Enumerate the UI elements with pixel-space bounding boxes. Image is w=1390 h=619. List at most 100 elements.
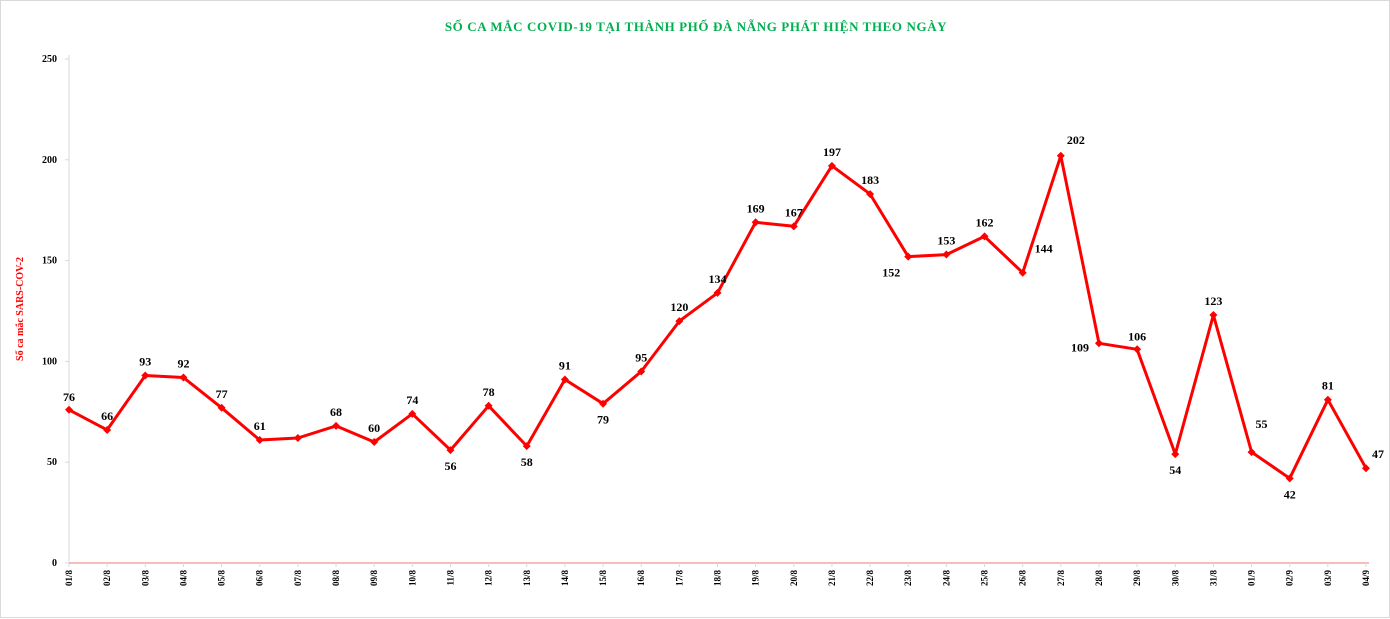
x-tick-label: 02/8	[102, 570, 112, 587]
data-label: 61	[254, 419, 266, 433]
data-label: 91	[559, 359, 571, 373]
y-tick-label: 250	[42, 54, 57, 65]
x-tick-label: 30/8	[1170, 570, 1180, 587]
x-tick-label: 05/8	[217, 570, 227, 587]
x-tick-label: 02/9	[1285, 570, 1295, 587]
data-label: 106	[1128, 329, 1146, 343]
data-label: 169	[747, 201, 765, 215]
x-tick-label: 26/8	[1018, 570, 1028, 587]
data-label: 167	[785, 205, 803, 219]
data-labels: 76 66 93 92 77 61 68 60 74 56 78 58 91 79 95 120 134 169 1…	[63, 133, 1384, 502]
x-tick-label: 22/8	[865, 570, 875, 587]
x-tick-label: 12/8	[484, 570, 494, 587]
x-tick-label: 25/8	[980, 570, 990, 587]
data-label: 123	[1204, 294, 1222, 308]
data-point	[675, 317, 684, 326]
y-tick-label: 150	[42, 256, 57, 267]
data-point	[980, 232, 989, 241]
data-point	[103, 425, 112, 434]
data-label: 42	[1284, 487, 1296, 501]
data-point	[827, 161, 836, 170]
data-point	[751, 218, 760, 227]
x-tick-label: 31/8	[1208, 570, 1218, 587]
data-point	[560, 375, 569, 384]
x-tick-label: 10/8	[407, 570, 417, 587]
x-tick-label: 04/9	[1361, 570, 1371, 587]
data-point	[1056, 151, 1065, 160]
data-point	[942, 250, 951, 259]
data-point	[1209, 311, 1218, 320]
x-tick-label: 06/8	[255, 570, 265, 587]
x-tick-label: 18/8	[713, 570, 723, 587]
chart-axes	[68, 55, 1369, 564]
x-tick-label: 01/8	[64, 570, 74, 587]
data-label: 60	[368, 421, 380, 435]
data-point	[866, 190, 875, 199]
data-label: 66	[101, 409, 113, 423]
x-tick-label: 03/9	[1323, 570, 1333, 587]
data-label: 78	[483, 385, 495, 399]
x-tick-label: 04/8	[178, 570, 188, 587]
data-point	[1285, 474, 1294, 483]
data-label: 197	[823, 145, 841, 159]
data-label: 74	[406, 393, 418, 407]
x-tick-label: 09/8	[369, 570, 379, 587]
data-point	[293, 434, 302, 443]
x-tick-label: 29/8	[1132, 570, 1142, 587]
x-tick-label: 21/8	[827, 570, 837, 587]
x-tick-label: 01/9	[1247, 570, 1257, 587]
data-label: 56	[444, 459, 456, 473]
data-label: 144	[1035, 242, 1053, 256]
data-label: 79	[597, 413, 609, 427]
data-point	[1133, 345, 1142, 354]
data-point	[370, 438, 379, 447]
data-point	[65, 405, 73, 414]
data-label: 55	[1256, 417, 1268, 431]
data-point	[637, 367, 646, 376]
y-tick-label: 0	[52, 558, 57, 569]
data-label: 76	[63, 390, 75, 404]
data-point	[446, 446, 455, 455]
data-label: 54	[1169, 463, 1181, 477]
data-point	[408, 409, 417, 418]
x-tick-label: 28/8	[1094, 570, 1104, 587]
data-label: 81	[1322, 379, 1334, 393]
y-axis-label: Số ca mắc SARS-COV-2	[15, 257, 26, 361]
data-point	[1362, 464, 1370, 473]
data-point	[255, 436, 264, 445]
data-label: 134	[709, 272, 727, 286]
x-tick-label: 24/8	[941, 570, 951, 587]
x-tick-label: 15/8	[598, 570, 608, 587]
data-point	[332, 421, 341, 430]
data-label: 93	[139, 355, 151, 369]
data-label: 202	[1067, 133, 1085, 147]
data-point	[904, 252, 913, 261]
y-tick-label: 50	[47, 457, 57, 468]
data-point	[141, 371, 150, 380]
data-markers	[65, 151, 1370, 483]
x-tick-label: 11/8	[445, 570, 455, 586]
data-point	[1018, 268, 1027, 277]
x-tick-label: 23/8	[903, 570, 913, 587]
data-label: 95	[635, 350, 647, 364]
data-label: 47	[1372, 447, 1384, 461]
x-tick-label: 20/8	[789, 570, 799, 587]
x-tick-label: 03/8	[140, 570, 150, 587]
data-point	[179, 373, 188, 382]
data-label: 120	[670, 300, 688, 314]
x-tick-label: 07/8	[293, 570, 303, 587]
data-label: 92	[177, 357, 189, 371]
y-tick-label: 100	[42, 356, 57, 367]
data-label: 58	[521, 455, 533, 469]
data-point	[713, 288, 722, 297]
data-label: 109	[1071, 340, 1089, 354]
data-point	[789, 222, 798, 231]
y-tick-label: 200	[42, 155, 57, 166]
data-point	[484, 401, 493, 410]
y-tick-labels: 0 50 100 150 200 250	[42, 54, 69, 569]
x-tick-label: 27/8	[1056, 570, 1066, 587]
data-point	[217, 403, 226, 412]
data-label: 152	[882, 266, 900, 280]
x-tick-label: 16/8	[636, 570, 646, 587]
